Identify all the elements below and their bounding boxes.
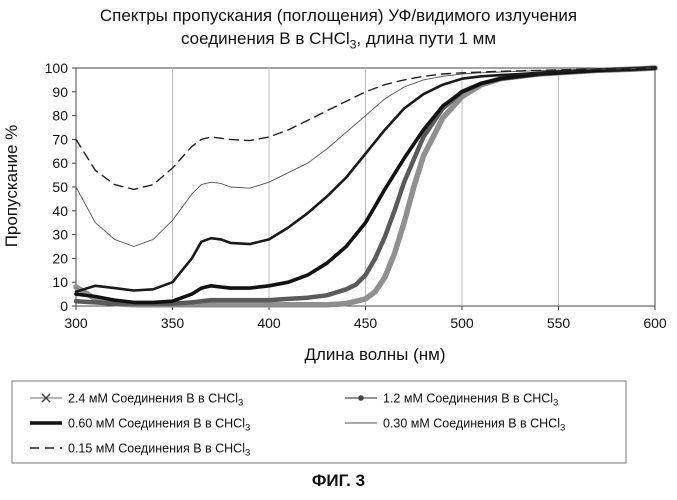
y-tick-label: 100 [45,60,69,76]
legend-circle-marker [358,395,364,401]
x-tick-label: 400 [257,315,281,331]
chart-title-line2: соединения В в CHCl3, длина пути 1 мм [0,27,677,56]
x-tick-label: 550 [547,315,571,331]
legend-label: 0.60 мМ Соединения В в CHCl3 [68,417,250,434]
figure-label: ФИГ. 3 [311,471,366,490]
legend-label: 0.30 мМ Соединения В в CHCl3 [383,417,565,434]
legend-label-sub: 3 [245,423,250,434]
legend-item: 0.30 мМ Соединения В в CHCl3 [345,417,565,434]
legend-x-marker [41,393,51,403]
x-tick-label: 450 [354,315,378,331]
x-axis-label: Длина волны (нм) [304,345,446,364]
y-tick-label: 0 [60,298,68,314]
y-tick-label: 70 [52,131,68,147]
legend-item: 0.60 мМ Соединения В в CHCl3 [30,417,250,434]
legend-label-sub: 3 [245,448,250,459]
legend-label-sub: 3 [560,423,565,434]
legend-label-text: 0.30 мМ Соединения В в CHCl [383,417,560,431]
legend-label: 1.2 мМ Соединения В в CHCl3 [383,392,558,409]
title-line2-sub: 3 [349,37,357,52]
legend-item: 2.4 мМ Соединения В в CHCl3 [30,392,243,409]
legend-label-text: 0.15 мМ Соединения В в CHCl [68,442,245,456]
y-tick-label: 60 [52,155,68,171]
chart-title: Спектры пропускания (поглощения) УФ/види… [0,4,677,56]
legend-item: 1.2 мМ Соединения В в CHCl3 [345,392,558,409]
y-tick-label: 40 [52,203,68,219]
y-tick-label: 50 [52,179,68,195]
legend-label-sub: 3 [553,398,558,409]
y-tick-label: 30 [52,227,68,243]
y-tick-label: 20 [52,250,68,266]
x-tick-label: 500 [450,315,474,331]
legend-label: 2.4 мМ Соединения В в CHCl3 [68,392,243,409]
x-tick-label: 350 [161,315,185,331]
y-tick-label: 10 [52,274,68,290]
series-line-5 [75,67,656,191]
legend-box [11,380,627,464]
series-line-3 [74,66,657,293]
legend-label-text: 1.2 мМ Соединения В в CHCl [383,392,553,406]
legend-item: 0.15 мМ Соединения В в CHCl3 [30,442,250,459]
legend: 2.4 мМ Соединения В в CHCl3 1.2 мМ Соедин… [11,380,627,464]
y-tick-label: 90 [52,84,68,100]
title-line2-pre: соединения В в CHCl [180,29,350,48]
legend-label-sub: 3 [238,398,243,409]
legend-label-text: 0.60 мМ Соединения В в CHCl [68,417,245,431]
title-line2-post: , длина пути 1 мм [356,29,497,48]
y-axis-label: Пропускание % [2,124,21,248]
x-tick-label: 300 [64,315,88,331]
legend-label: 0.15 мМ Соединения В в CHCl3 [68,442,250,459]
y-tick-label: 80 [52,108,68,124]
legend-label-text: 2.4 мМ Соединения В в CHCl [68,392,238,406]
chart-svg: 300 350 400 450 500 550 600 0 10 20 30 40 50 60 70 80 90… [11,60,667,464]
chart-title-line1: Спектры пропускания (поглощения) УФ/види… [99,6,578,25]
x-tick-label: 600 [643,315,667,331]
